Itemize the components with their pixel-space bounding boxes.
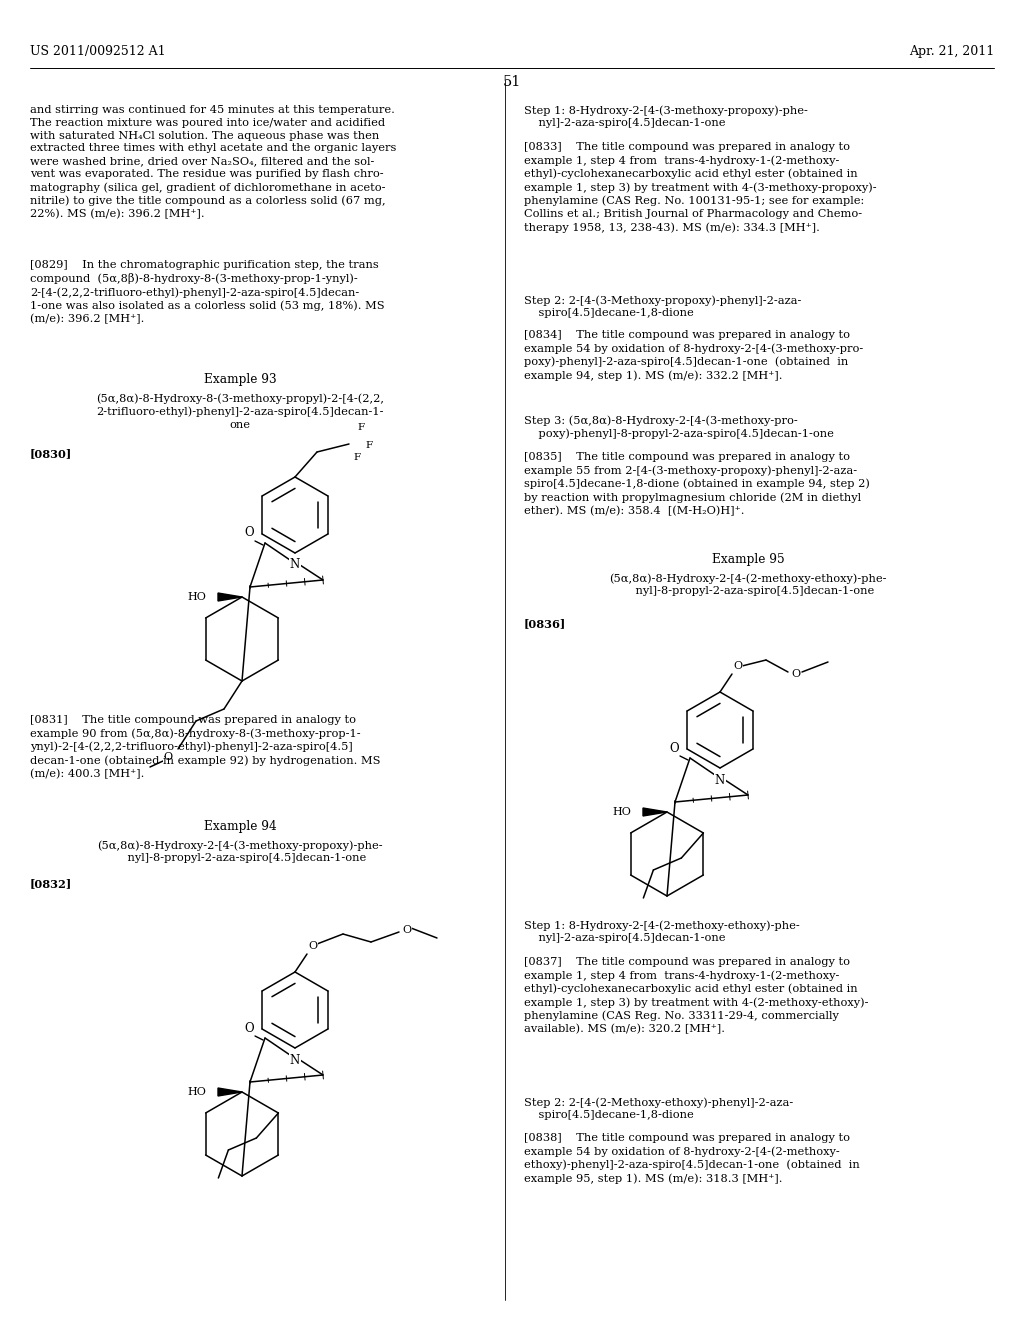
Text: O: O [164, 752, 173, 762]
Text: [0837]    The title compound was prepared in analogy to
example 1, step 4 from  : [0837] The title compound was prepared i… [524, 957, 868, 1035]
Text: N: N [715, 774, 725, 787]
Text: [0830]: [0830] [30, 447, 73, 459]
Text: O: O [733, 661, 742, 671]
Text: O: O [792, 669, 801, 678]
Text: O: O [308, 941, 317, 950]
Text: Step 1: 8-Hydroxy-2-[4-(3-methoxy-propoxy)-phe-
    nyl]-2-aza-spiro[4.5]decan-1: Step 1: 8-Hydroxy-2-[4-(3-methoxy-propox… [524, 106, 808, 128]
Text: N: N [290, 1053, 300, 1067]
Text: [0831]    The title compound was prepared in analogy to
example 90 from (5α,8α)-: [0831] The title compound was prepared i… [30, 715, 381, 779]
Text: (5α,8α)-8-Hydroxy-2-[4-(3-methoxy-propoxy)-phe-
    nyl]-8-propyl-2-aza-spiro[4.: (5α,8α)-8-Hydroxy-2-[4-(3-methoxy-propox… [97, 840, 383, 863]
Text: HO: HO [612, 807, 631, 817]
Text: O: O [402, 925, 412, 935]
Text: F: F [357, 424, 365, 433]
Text: Step 2: 2-[4-(2-Methoxy-ethoxy)-phenyl]-2-aza-
    spiro[4.5]decane-1,8-dione: Step 2: 2-[4-(2-Methoxy-ethoxy)-phenyl]-… [524, 1097, 794, 1121]
Text: Example 95: Example 95 [712, 553, 784, 566]
Text: HO: HO [187, 591, 206, 602]
Text: O: O [244, 527, 254, 540]
Text: [0832]: [0832] [30, 878, 73, 888]
Text: Example 93: Example 93 [204, 374, 276, 385]
Text: Step 3: (5α,8α)-8-Hydroxy-2-[4-(3-methoxy-pro-
    poxy)-phenyl]-8-propyl-2-aza-: Step 3: (5α,8α)-8-Hydroxy-2-[4-(3-methox… [524, 414, 834, 440]
Text: Step 1: 8-Hydroxy-2-[4-(2-methoxy-ethoxy)-phe-
    nyl]-2-aza-spiro[4.5]decan-1-: Step 1: 8-Hydroxy-2-[4-(2-methoxy-ethoxy… [524, 920, 800, 944]
Text: 51: 51 [503, 75, 521, 88]
Text: and stirring was continued for 45 minutes at this temperature.
The reaction mixt: and stirring was continued for 45 minute… [30, 106, 396, 219]
Text: [0836]: [0836] [524, 618, 566, 630]
Text: [0838]    The title compound was prepared in analogy to
example 54 by oxidation : [0838] The title compound was prepared i… [524, 1133, 860, 1184]
Polygon shape [643, 808, 667, 816]
Text: N: N [290, 558, 300, 572]
Text: Example 94: Example 94 [204, 820, 276, 833]
Text: F: F [366, 441, 373, 450]
Text: [0834]    The title compound was prepared in analogy to
example 54 by oxidation : [0834] The title compound was prepared i… [524, 330, 863, 380]
Polygon shape [218, 593, 242, 601]
Text: (5α,8α)-8-Hydroxy-8-(3-methoxy-propyl)-2-[4-(2,2,
2-trifluoro-ethyl)-phenyl]-2-a: (5α,8α)-8-Hydroxy-8-(3-methoxy-propyl)-2… [96, 393, 384, 430]
Text: Step 2: 2-[4-(3-Methoxy-propoxy)-phenyl]-2-aza-
    spiro[4.5]decane-1,8-dione: Step 2: 2-[4-(3-Methoxy-propoxy)-phenyl]… [524, 294, 802, 318]
Text: (5α,8α)-8-Hydroxy-2-[4-(2-methoxy-ethoxy)-phe-
    nyl]-8-propyl-2-aza-spiro[4.5: (5α,8α)-8-Hydroxy-2-[4-(2-methoxy-ethoxy… [609, 573, 887, 597]
Text: US 2011/0092512 A1: US 2011/0092512 A1 [30, 45, 166, 58]
Polygon shape [218, 1088, 242, 1096]
Text: Apr. 21, 2011: Apr. 21, 2011 [908, 45, 994, 58]
Text: O: O [670, 742, 679, 755]
Text: [0833]    The title compound was prepared in analogy to
example 1, step 4 from  : [0833] The title compound was prepared i… [524, 143, 877, 232]
Text: [0829]    In the chromatographic purification step, the trans
compound  (5α,8β)-: [0829] In the chromatographic purificati… [30, 260, 385, 325]
Text: HO: HO [187, 1086, 206, 1097]
Text: O: O [244, 1022, 254, 1035]
Text: F: F [353, 454, 360, 462]
Text: [0835]    The title compound was prepared in analogy to
example 55 from 2-[4-(3-: [0835] The title compound was prepared i… [524, 451, 869, 516]
